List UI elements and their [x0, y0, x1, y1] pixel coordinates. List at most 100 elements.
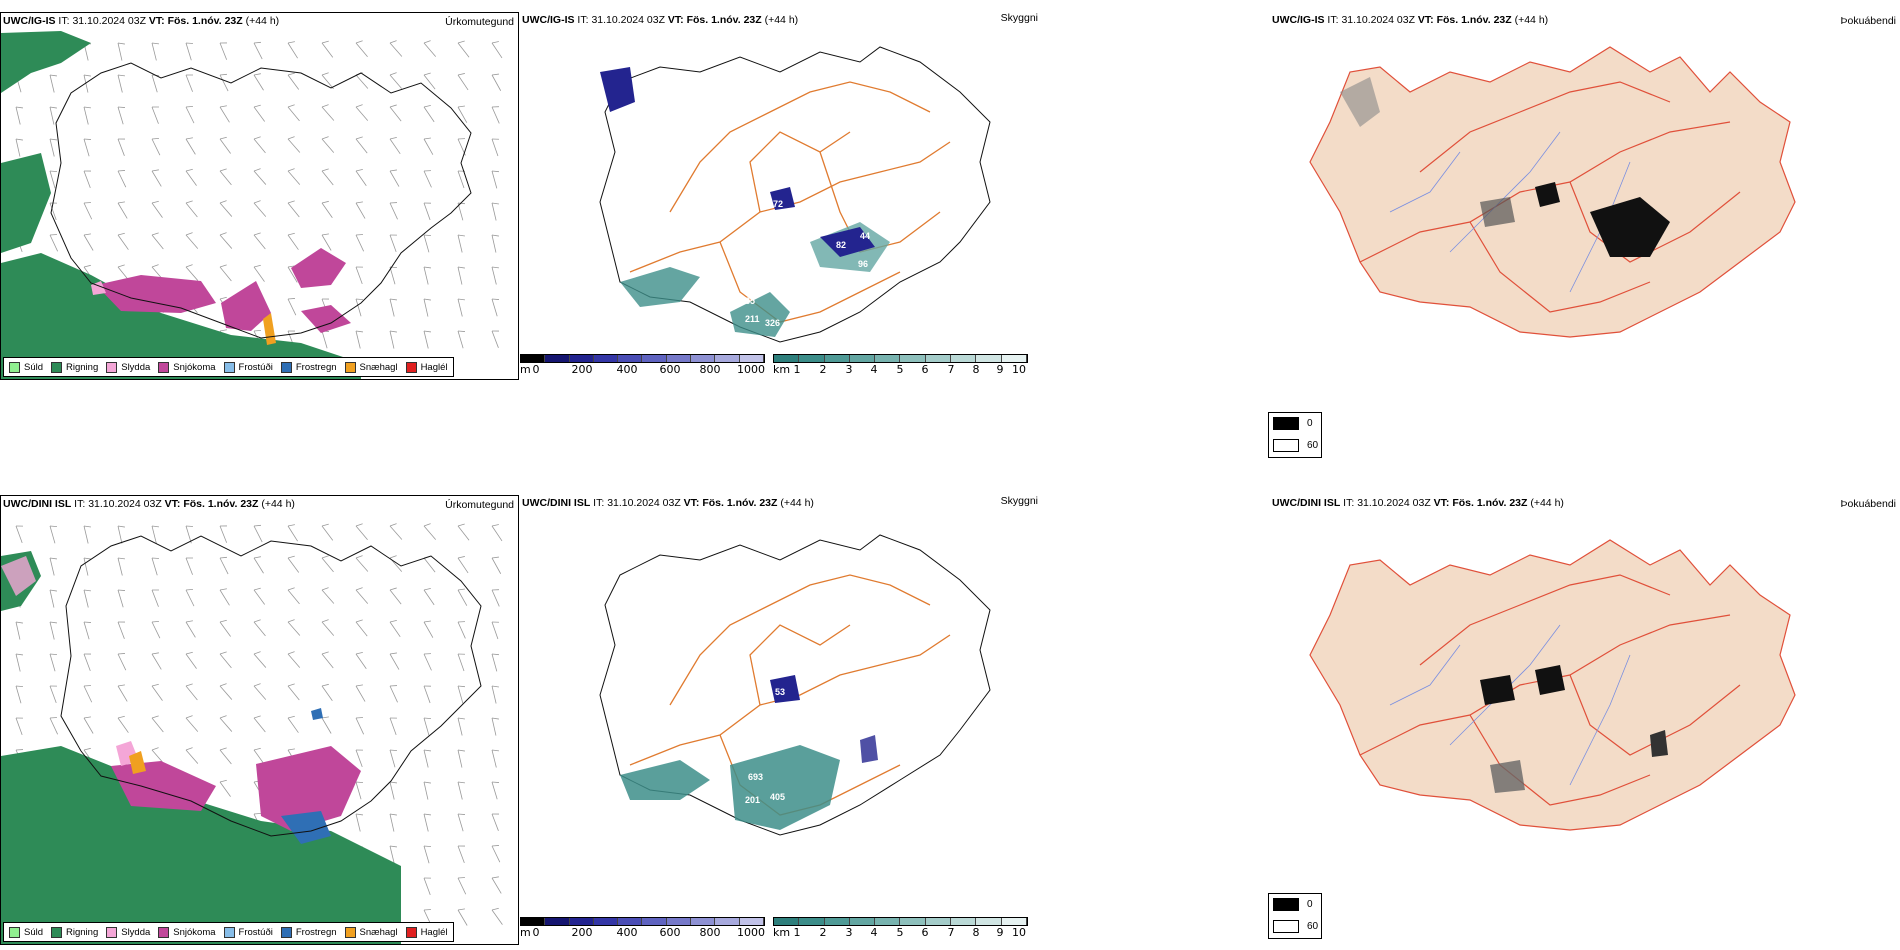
- wind-barb: [423, 877, 431, 896]
- wind-barb-flag: [491, 170, 500, 173]
- colorbar-cell: [774, 355, 800, 362]
- lead-time: (+44 h): [261, 498, 295, 510]
- roads: [629, 81, 951, 323]
- it-prefix: IT:: [1327, 14, 1339, 26]
- wind-barb-flag: [287, 265, 295, 268]
- wind-barb-flag: [83, 557, 91, 560]
- colorbar-cell: [521, 918, 546, 925]
- wind-barb-flag: [491, 266, 499, 269]
- wind-barb-flag: [423, 845, 432, 847]
- wind-barb: [423, 749, 429, 768]
- wind-barb-flag: [389, 781, 397, 784]
- wind-barb-flag: [253, 813, 262, 815]
- fog-area: [1480, 675, 1515, 705]
- wind-barb: [457, 234, 463, 253]
- wind-barb-flag: [389, 813, 397, 816]
- wind-barb: [389, 589, 402, 605]
- snow-area: [96, 275, 216, 313]
- model-name: UWC/IG-IS: [3, 15, 56, 27]
- wind-barb: [117, 525, 123, 544]
- wind-barb: [151, 589, 159, 607]
- wind-barb-flag: [117, 684, 125, 687]
- wind-barb-flag: [423, 330, 431, 333]
- fog-area: [1650, 730, 1668, 757]
- wind-barb-flag: [423, 749, 431, 752]
- legend-swatch: [158, 926, 170, 938]
- wind-barb: [355, 330, 361, 349]
- wind-barb: [117, 621, 125, 639]
- wind-barb: [491, 330, 499, 348]
- wind-barb-flag: [83, 106, 91, 109]
- fog-area: [1590, 197, 1670, 257]
- wind-barb: [287, 685, 300, 701]
- it-prefix: IT:: [1343, 497, 1355, 509]
- wind-barb: [253, 42, 263, 60]
- wind-barb-flag: [389, 587, 397, 591]
- panel-title: Skyggni: [1000, 12, 1038, 24]
- wind-barb-flag: [355, 684, 363, 687]
- wind-barb-flag: [491, 845, 500, 847]
- wind-barb: [117, 234, 129, 250]
- wind-barb: [219, 621, 231, 637]
- colorbar-tick: 1: [793, 926, 801, 939]
- wind-barb: [457, 589, 468, 606]
- legend-swatch: [405, 926, 417, 938]
- wind-barb-flag: [287, 41, 295, 44]
- panel-header: UWC/IG-IS IT: 31.10.2024 03Z VT: Fös. 1.…: [1272, 14, 1548, 26]
- wind-barb-flag: [389, 169, 397, 172]
- wind-barb: [287, 717, 299, 733]
- wind-barb: [457, 845, 465, 863]
- wind-barb: [355, 298, 362, 317]
- low-ceiling-area: [770, 187, 795, 210]
- wind-barb-flag: [219, 232, 227, 236]
- colorbar-cell: [875, 918, 901, 925]
- wind-barb-flag: [287, 232, 295, 236]
- wind-barb-flag: [355, 651, 363, 655]
- precip-legend: Súld Rigning Slydda Snjókoma Frostúði Fr…: [3, 922, 454, 942]
- wind-barb-flag: [185, 105, 194, 108]
- wind-barb-flag: [389, 72, 397, 76]
- colorbar-cell: [618, 918, 643, 925]
- fog-area: [1535, 665, 1565, 695]
- wind-barb: [491, 621, 499, 640]
- wind-barb-flag: [491, 524, 499, 527]
- colorbar-tick: 9: [996, 926, 1004, 939]
- visibility-value-label: 96: [858, 259, 868, 269]
- colorbar-cell: [666, 918, 692, 925]
- wind-barb: [83, 234, 94, 251]
- visibility-value-label: 405: [770, 792, 785, 802]
- wind-barb: [83, 557, 89, 576]
- visibility-value-label: 57: [865, 274, 875, 284]
- colorbar-cell: [691, 355, 716, 362]
- colorbar-cell: [739, 355, 764, 362]
- fog-legend-row: 0: [1273, 417, 1313, 430]
- wind-barb-flag: [151, 169, 159, 172]
- wind-barb: [185, 525, 192, 544]
- wind-barb-flag: [117, 557, 125, 560]
- colorbar-cell: [642, 355, 667, 362]
- wind-barb-flag: [355, 587, 363, 591]
- wind-barb-flag: [151, 747, 159, 751]
- iceland-coast: [599, 534, 991, 836]
- colorbar-cell: [774, 918, 800, 925]
- iceland-coast: [50, 62, 472, 339]
- precip-map-1: [1, 31, 503, 379]
- wind-barb: [389, 781, 395, 800]
- wind-barb-flag: [219, 105, 227, 108]
- wind-barb: [253, 653, 267, 668]
- colorbar-unit: m: [520, 363, 531, 376]
- visibility-map-1: 72 82 44 96 57 85 211 326: [599, 46, 991, 343]
- roads: [1359, 81, 1741, 313]
- wind-barb-flag: [117, 170, 126, 172]
- colorbar-cell: [875, 355, 901, 362]
- colorbar-cell: [642, 918, 667, 925]
- wind-barb: [423, 813, 429, 832]
- panel-title: Þokuábendi: [1840, 498, 1896, 510]
- legend-label: Rigning: [66, 926, 99, 938]
- colorbar-tick: 4: [870, 926, 878, 939]
- valid-time: Fös. 1.nóv. 23Z: [1452, 497, 1528, 509]
- wind-barb: [491, 138, 499, 157]
- panel-header: UWC/DINI ISL IT: 31.10.2024 03Z VT: Fös.…: [1272, 497, 1564, 509]
- wind-barb-flag: [185, 232, 193, 236]
- low-visibility-area: [730, 745, 840, 830]
